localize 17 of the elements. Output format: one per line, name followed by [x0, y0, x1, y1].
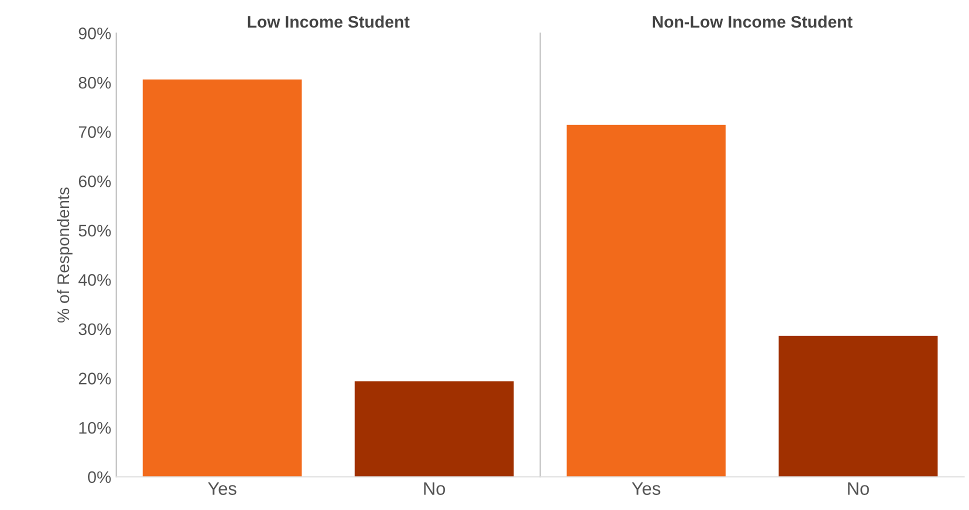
y-tick-label: 10% — [79, 422, 111, 434]
x-tick-label: Yes — [208, 482, 236, 495]
y-tick-label: 80% — [78, 76, 111, 89]
chart-title: Non-Low Income Student — [652, 16, 852, 28]
y-tick-label: 70% — [78, 126, 111, 138]
y-tick-label: 90% — [78, 28, 111, 40]
y-tick-label: 40% — [78, 274, 111, 286]
x-tick-label: Yes — [632, 482, 660, 495]
chart-title: Low Income Student — [248, 16, 410, 28]
y-tick-label: 60% — [78, 175, 111, 188]
y-tick-label: 20% — [78, 372, 111, 384]
y-axis-title: % of Respondents — [56, 188, 73, 322]
y-tick-label: 0% — [88, 471, 111, 484]
y-tick-label: 30% — [78, 323, 111, 336]
x-tick-label: No — [424, 482, 446, 495]
y-tick-label: 50% — [78, 224, 111, 237]
x-tick-label: No — [848, 482, 869, 495]
